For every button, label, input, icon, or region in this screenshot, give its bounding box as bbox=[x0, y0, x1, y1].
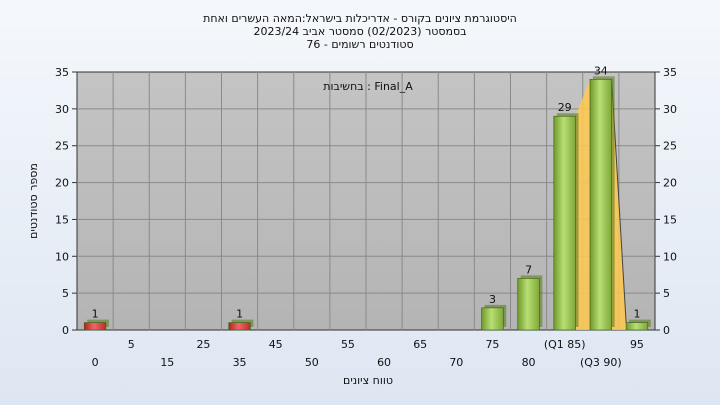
x-tick-label: 50 bbox=[305, 356, 319, 369]
chart-title-line-3: סטודנטים רשומים - 76 bbox=[306, 38, 414, 51]
grid-lines bbox=[77, 72, 655, 330]
y-tick-label: 25 bbox=[55, 140, 69, 153]
x-tick-label: 55 bbox=[341, 338, 355, 351]
bar-value-label: 34 bbox=[594, 64, 608, 77]
x-tick-label: 45 bbox=[269, 338, 283, 351]
bar bbox=[228, 322, 251, 331]
y-tick-label: 15 bbox=[55, 213, 69, 226]
chart-title-line-2: בסמסטר (02/2023) סמסטר אביב 2023/24 bbox=[253, 25, 467, 38]
bar bbox=[589, 79, 612, 331]
y-tick-label-right: 30 bbox=[663, 103, 677, 116]
y-axis-title: מספר סטודנטים bbox=[27, 163, 40, 239]
bar-value-label: 29 bbox=[558, 101, 572, 114]
x-axis: 0 5 15 25 35 45 50 55 60 65 70 75 80 (Q1 85) (Q3 90) 95 bbox=[92, 338, 644, 369]
y-tick-label: 10 bbox=[55, 250, 69, 263]
bar-value-label: 7 bbox=[525, 263, 532, 276]
y-tick-label: 30 bbox=[55, 103, 69, 116]
bar-value-label: 1 bbox=[633, 308, 640, 321]
bar-value-label: 3 bbox=[489, 293, 496, 306]
x-tick-label: (Q3 90) bbox=[580, 356, 622, 369]
x-tick-label: 75 bbox=[485, 338, 499, 351]
x-tick-label: 70 bbox=[449, 356, 463, 369]
chart-title-line-1: היסטוגרמת ציונים בקורס - אדריכלות בישראל… bbox=[203, 12, 517, 25]
y-tick-label-right: 5 bbox=[663, 287, 670, 300]
y-tick-label: 5 bbox=[62, 287, 69, 300]
x-tick-label: 25 bbox=[196, 338, 210, 351]
x-tick-label: 80 bbox=[522, 356, 536, 369]
x-tick-label: 60 bbox=[377, 356, 391, 369]
y-tick-label-right: 20 bbox=[663, 177, 677, 190]
bar-value-label: 1 bbox=[92, 308, 99, 321]
bar bbox=[517, 278, 540, 331]
bars-group: 1 1 3 7 29 34 1 bbox=[83, 64, 651, 331]
bar bbox=[553, 115, 576, 331]
bar bbox=[625, 322, 649, 331]
x-tick-label: 35 bbox=[233, 356, 247, 369]
y-tick-label-right: 35 bbox=[663, 66, 677, 79]
x-tick-label: 5 bbox=[128, 338, 135, 351]
chart-annotation: בחשיבות : Final_A bbox=[323, 80, 413, 93]
x-tick-label: (Q1 85) bbox=[544, 338, 586, 351]
bar bbox=[481, 307, 504, 331]
x-axis-title: טווח ציונים bbox=[343, 374, 393, 387]
y-axis-right: 0 5 10 15 20 25 30 35 bbox=[655, 66, 677, 337]
x-tick-label: 0 bbox=[92, 356, 99, 369]
y-tick-label-right: 0 bbox=[663, 324, 670, 337]
y-tick-label-right: 10 bbox=[663, 250, 677, 263]
bar bbox=[83, 322, 107, 331]
x-tick-label: 95 bbox=[630, 338, 644, 351]
y-tick-label-right: 25 bbox=[663, 140, 677, 153]
y-tick-label: 0 bbox=[62, 324, 69, 337]
y-tick-label-right: 15 bbox=[663, 213, 677, 226]
x-tick-label: 15 bbox=[160, 356, 174, 369]
y-tick-label: 35 bbox=[55, 66, 69, 79]
bar-value-label: 1 bbox=[236, 308, 243, 321]
y-axis-left: 0 5 10 15 20 25 30 35 bbox=[55, 66, 77, 337]
x-tick-label: 65 bbox=[413, 338, 427, 351]
y-tick-label: 20 bbox=[55, 177, 69, 190]
